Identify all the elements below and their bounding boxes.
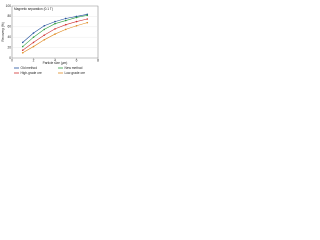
y-tick-label: 0: [9, 56, 11, 60]
point: [21, 41, 24, 44]
point: [43, 34, 46, 36]
x-tick-label: 8: [97, 58, 99, 62]
point: [64, 28, 67, 31]
point: [54, 20, 56, 23]
series-line: [22, 22, 88, 54]
point: [43, 24, 46, 27]
series-line: [22, 15, 88, 47]
point: [43, 39, 46, 41]
point: [43, 28, 46, 31]
legend-label: Old method: [21, 66, 38, 70]
point: [64, 17, 67, 20]
point: [75, 16, 78, 19]
x-tick-label: 4: [54, 58, 56, 62]
chart-title: Magnetic separation (0.1 T): [14, 7, 53, 11]
y-axis-label: Recovery (%): [1, 22, 5, 41]
point: [32, 32, 35, 34]
point: [64, 19, 67, 22]
point: [21, 52, 24, 54]
page: Magnetic separation (0.1 T) Recovery (%)…: [0, 0, 100, 81]
point: [75, 24, 78, 27]
point: [32, 41, 35, 44]
point: [54, 28, 56, 30]
point: [32, 36, 35, 38]
chart: Magnetic separation (0.1 T) Recovery (%)…: [1, 4, 99, 75]
y-tick-label: 40: [7, 35, 11, 39]
point: [86, 18, 89, 20]
x-tick-label: 0: [11, 58, 13, 62]
y-tick-label: 60: [7, 25, 11, 29]
point: [86, 14, 89, 17]
x-axis-label: Particle size (µm): [43, 61, 68, 65]
x-tick-label: 2: [33, 58, 35, 62]
point: [75, 20, 78, 23]
point: [64, 23, 67, 26]
plot-frame: [11, 5, 99, 59]
x-tick-label: 6: [76, 58, 78, 62]
point: [32, 45, 35, 48]
point: [21, 45, 24, 48]
point: [21, 49, 24, 51]
y-tick-label: 100: [6, 4, 12, 8]
legend-label: High-grade ore: [21, 71, 42, 75]
point: [86, 21, 89, 24]
point: [54, 22, 56, 25]
legend-label: Low-grade ore: [65, 71, 86, 75]
legend-label: New method: [65, 66, 83, 70]
y-tick-label: 80: [7, 14, 11, 18]
point: [54, 33, 56, 35]
y-tick-label: 20: [7, 45, 11, 49]
